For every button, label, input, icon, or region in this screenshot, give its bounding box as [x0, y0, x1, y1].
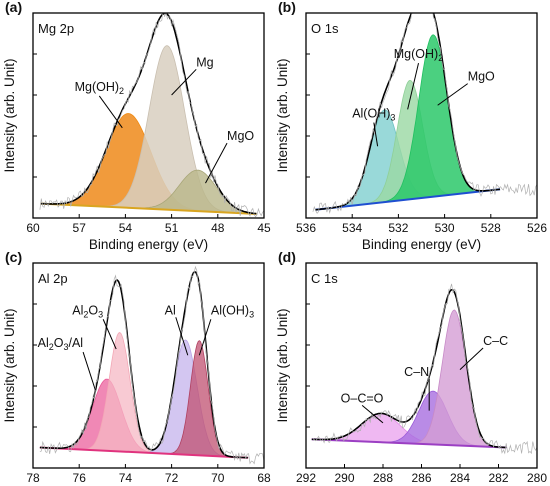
envelope-line	[39, 270, 248, 459]
annotation-arrow	[198, 319, 212, 356]
x-tick-label: 72	[165, 471, 179, 485]
raw-data-line	[39, 265, 264, 465]
plot-area	[311, 283, 537, 455]
raw-data-line	[312, 283, 537, 455]
x-tick-label: 51	[165, 221, 179, 235]
x-tick-label: 534	[342, 221, 362, 235]
x-tick-label: 70	[211, 471, 225, 485]
x-tick-label: 76	[73, 471, 87, 485]
x-axis-label: Binding energy (eV)	[362, 237, 481, 252]
y-axis-label: Intensity (arb. Unit)	[275, 58, 290, 172]
panel-a: 60 57 54 51 48 45 Binding energy (eV) Intensity…	[2, 0, 271, 252]
panel-letter: (c)	[5, 249, 22, 265]
panel-title: C 1s	[311, 271, 338, 286]
panel-letter: (d)	[278, 249, 296, 265]
x-tick-label: 68	[257, 471, 271, 485]
annotation-arrow	[102, 319, 117, 350]
envelope-line	[315, 13, 501, 211]
peak-label: Mg(OH)2	[394, 47, 443, 63]
peak-1	[40, 45, 257, 215]
annotation-arrow	[437, 83, 468, 106]
plot-area	[312, 13, 537, 214]
x-tick-label: 45	[257, 221, 271, 235]
annotation-arrow	[205, 142, 228, 184]
panel-d: 292290288286284282280Binding energy (eV)…	[275, 249, 547, 485]
background-line	[39, 446, 248, 459]
panel-letter: (a)	[5, 0, 22, 15]
panel-title: O 1s	[311, 21, 339, 36]
peak-label: O–C=O	[341, 391, 384, 405]
peak-label: C–N	[404, 365, 429, 379]
background-line	[311, 438, 507, 449]
x-tick-label: 284	[450, 471, 470, 485]
x-tick-label: 532	[388, 221, 408, 235]
raw-data-line	[312, 13, 537, 214]
x-tick-label: 536	[296, 221, 316, 235]
annotation-arrow	[407, 62, 420, 110]
plot-frame	[32, 12, 265, 219]
x-tick-label: 286	[411, 471, 431, 485]
y-axis-label: Intensity (arb. Unit)	[2, 308, 17, 422]
x-tick-label: 290	[334, 471, 354, 485]
plot-area	[39, 13, 264, 218]
peak-label: Al(OH)3	[352, 107, 395, 123]
background-line	[40, 202, 257, 215]
peak-label: MgO	[468, 70, 495, 84]
x-tick-label: 282	[488, 471, 508, 485]
x-tick-label: 288	[373, 471, 393, 485]
panel-c: 787674727068Binding energy (eV)Intensity…	[2, 249, 271, 485]
plot-frame	[32, 262, 265, 469]
annotation-arrow	[98, 95, 123, 129]
x-tick-label: 292	[296, 471, 316, 485]
peak-label: C–C	[483, 334, 508, 348]
x-tick-label: 280	[527, 471, 547, 485]
peak-label: Al(OH)3	[211, 303, 254, 319]
x-tick-label: 78	[26, 471, 40, 485]
y-axis-label: Intensity (arb. Unit)	[2, 58, 17, 172]
x-tick-label: 526	[527, 221, 547, 235]
x-tick-label: 530	[435, 221, 455, 235]
x-tick-label: 48	[211, 221, 225, 235]
peak-label: MgO	[227, 129, 254, 143]
peak-label: Al2O3	[72, 303, 103, 319]
panel-title: Al 2p	[38, 271, 68, 286]
x-tick-label: 57	[73, 221, 87, 235]
peak-label: Al2O3/Al	[38, 336, 83, 352]
x-tick-label: 54	[119, 221, 133, 235]
panel-title: Mg 2p	[38, 21, 74, 36]
x-tick-label: 74	[119, 471, 133, 485]
panel-letter: (b)	[278, 0, 296, 15]
annotation-arrow	[373, 122, 379, 147]
peak-label: Mg	[196, 55, 213, 69]
peak-label: Mg(OH)2	[75, 80, 124, 96]
envelope-line	[40, 13, 257, 215]
x-axis-label: Binding energy (eV)	[89, 237, 208, 252]
annotation-arrow	[175, 317, 189, 356]
raw-data-line	[39, 13, 264, 218]
peak-label: Al	[165, 303, 176, 317]
background-line	[315, 188, 501, 211]
panel-b: 536 534 532 530 528 526 Binding energy (eV) Int…	[275, 0, 547, 252]
annotation-arrow	[459, 347, 484, 370]
annotation-arrow	[171, 68, 197, 96]
x-tick-label: 528	[481, 221, 501, 235]
annotation-arrow	[82, 351, 96, 391]
x-tick-label: 60	[26, 221, 40, 235]
y-axis-label: Intensity (arb. Unit)	[275, 308, 290, 422]
plot-frame	[305, 12, 538, 219]
plot-area	[39, 265, 264, 465]
annotation-arrow	[361, 405, 384, 424]
